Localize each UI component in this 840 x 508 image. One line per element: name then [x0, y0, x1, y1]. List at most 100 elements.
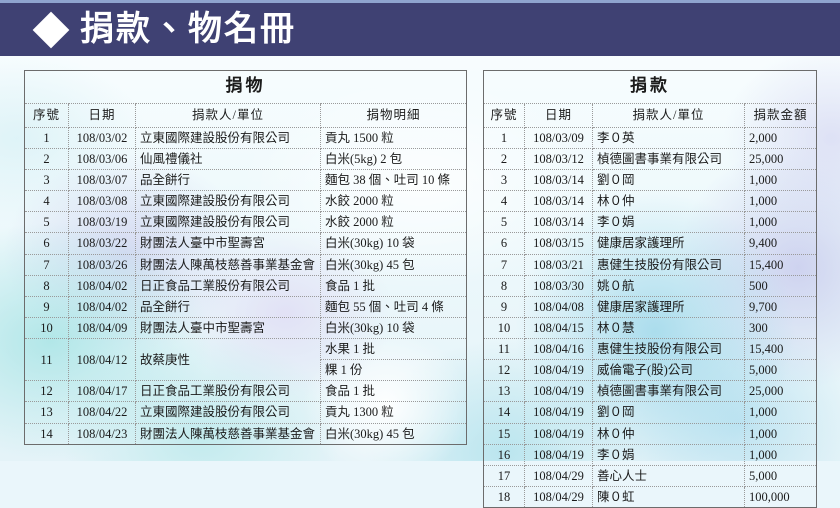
table-row: 7 108/03/21 惠健生技股份有限公司 15,400: [483, 253, 817, 276]
cell-donor: 林０仲: [592, 422, 745, 445]
table-caption: 捐款: [483, 70, 817, 104]
cell-sequence: 1: [24, 126, 69, 149]
table-row: 10 108/04/15 林０慧 300: [483, 316, 817, 340]
cell-donor: 陳０虹: [592, 485, 745, 508]
cell-date: 108/03/07: [68, 169, 136, 192]
column-header-3: 捐款人/單位: [135, 102, 321, 128]
cell-donor: 財團法人臺中市聖壽宮: [135, 232, 321, 255]
cell-amount: 100,000: [744, 485, 817, 508]
cell-goods-detail: 麵包 38 個、吐司 10 條: [320, 169, 467, 192]
cell-sequence: 14: [483, 401, 525, 424]
column-header-1: 序號: [483, 102, 525, 128]
cell-amount: 9,400: [744, 232, 817, 255]
cell-date: 108/03/22: [68, 232, 136, 255]
table-header-row: 序號 日期 捐款人/單位 捐物明細: [24, 102, 467, 128]
cell-goods-detail: 白米(5kg) 2 包: [320, 147, 467, 171]
cell-date: 108/04/02: [68, 274, 136, 297]
cell-date: 108/04/19: [524, 359, 593, 382]
cell-sequence: 12: [24, 380, 69, 403]
cell-date: 108/03/21: [524, 253, 593, 276]
cell-amount: 1,000: [744, 211, 817, 234]
cell-goods-detail: 白米(30kg) 45 包: [320, 422, 467, 445]
cell-sequence: 1: [483, 126, 525, 149]
cell-date: 108/04/29: [524, 464, 593, 487]
table-row: 13 108/04/22 立東國際建設股份有限公司 貢丸 1300 粒: [24, 401, 467, 424]
table-row: 5 108/03/14 李０娟 1,000: [483, 211, 817, 234]
cell-goods-detail: 水餃 2000 粒: [320, 211, 467, 234]
cell-sequence: 14: [24, 422, 69, 445]
cell-sequence: 5: [24, 211, 69, 234]
cell-date: 108/04/02: [68, 295, 136, 318]
cell-amount: 25,000: [744, 147, 817, 171]
table-row: 14 108/04/19 劉０岡 1,000: [483, 401, 817, 424]
cell-goods-detail: 水果 1 批: [320, 338, 467, 361]
donated-money-table-container: 捐款 序號 日期 捐款人/單位 捐款金額 1 108/03/09 李０英 2,000 2 108/0…: [483, 70, 817, 508]
page-title: 捐款、物名冊: [80, 10, 296, 48]
table-row: 12 108/04/19 威倫電子(股)公司 5,000: [483, 359, 817, 382]
cell-donor: 李０英: [592, 126, 745, 149]
cell-donor: 立東國際建設股份有限公司: [135, 211, 321, 234]
cell-donor: 立東國際建設股份有限公司: [135, 190, 321, 213]
cell-sequence: 10: [483, 316, 525, 340]
cell-donor: 品全餅行: [135, 295, 321, 318]
cell-amount: 15,400: [744, 253, 817, 276]
cell-sequence: 2: [483, 147, 525, 171]
cell-amount: 1,000: [744, 190, 817, 213]
table-row: 8 108/03/30 姚０航 500: [483, 274, 817, 297]
cell-amount: 9,700: [744, 295, 817, 318]
column-header-2: 日期: [68, 102, 136, 128]
cell-date: 108/04/19: [524, 401, 593, 424]
table-row: 11 108/04/16 惠健生技股份有限公司 15,400: [483, 338, 817, 361]
cell-amount: 2,000: [744, 126, 817, 149]
table-row: 17 108/04/29 善心人士 5,000: [483, 464, 817, 487]
cell-donor: 財團法人臺中市聖壽宮: [135, 316, 321, 340]
table-row: 1 108/03/09 李０英 2,000: [483, 126, 817, 149]
table-row: 5 108/03/19 立東國際建設股份有限公司 水餃 2000 粒: [24, 211, 467, 234]
cell-date: 108/03/30: [524, 274, 593, 297]
cell-goods-detail: 麵包 55 個、吐司 4 條: [320, 295, 467, 318]
column-header-2: 日期: [524, 102, 593, 128]
cell-sequence: 5: [483, 211, 525, 234]
cell-donor: 劉０岡: [592, 401, 745, 424]
cell-date: 108/03/14: [524, 169, 593, 192]
cell-sequence: 4: [483, 190, 525, 213]
cell-date: 108/03/15: [524, 232, 593, 255]
cell-sequence: 10: [24, 316, 69, 340]
cell-donor: 日正食品工業股份有限公司: [135, 274, 321, 297]
title-bar: 捐款、物名冊: [0, 3, 840, 56]
cell-goods-detail: 食品 1 批: [320, 274, 467, 297]
cell-sequence: 9: [483, 295, 525, 318]
cell-date: 108/03/06: [68, 147, 136, 171]
table-row: 12 108/04/17 日正食品工業股份有限公司 食品 1 批: [24, 380, 467, 403]
cell-goods-detail: 水餃 2000 粒: [320, 190, 467, 213]
cell-sequence: 2: [24, 147, 69, 171]
cell-sequence: 3: [483, 169, 525, 192]
cell-donor: 惠健生技股份有限公司: [592, 253, 745, 276]
cell-sequence: 9: [24, 295, 69, 318]
cell-donor: 立東國際建設股份有限公司: [135, 126, 321, 149]
cell-date: 108/03/08: [68, 190, 136, 213]
cell-goods-detail: 白米(30kg) 10 袋: [320, 232, 467, 255]
table-caption-row: 捐物: [24, 70, 467, 104]
cell-sequence: 13: [483, 380, 525, 403]
cell-donor: 品全餅行: [135, 169, 321, 192]
cell-amount: 5,000: [744, 464, 817, 487]
cell-donor: 劉０岡: [592, 169, 745, 192]
cell-donor: 健康居家護理所: [592, 295, 745, 318]
donated-money-table: 捐款 序號 日期 捐款人/單位 捐款金額 1 108/03/09 李０英 2,000 2 108/0…: [483, 70, 817, 508]
cell-amount: 15,400: [744, 338, 817, 361]
cell-date: 108/04/12: [68, 338, 136, 382]
cell-date: 108/03/19: [68, 211, 136, 234]
table-row: 6 108/03/22 財團法人臺中市聖壽宮 白米(30kg) 10 袋: [24, 232, 467, 255]
cell-date: 108/04/29: [524, 485, 593, 508]
cell-donor: 李０娟: [592, 443, 745, 466]
cell-sequence: 18: [483, 485, 525, 508]
cell-goods-detail: 貢丸 1300 粒: [320, 401, 467, 424]
cell-donor: 故蔡庚性: [135, 338, 321, 382]
cell-date: 108/03/09: [524, 126, 593, 149]
cell-amount: 300: [744, 316, 817, 340]
table-row: 9 108/04/08 健康居家護理所 9,700: [483, 295, 817, 318]
table-row: 18 108/04/29 陳０虹 100,000: [483, 485, 817, 508]
cell-date: 108/04/17: [68, 380, 136, 403]
cell-date: 108/03/26: [68, 253, 136, 276]
